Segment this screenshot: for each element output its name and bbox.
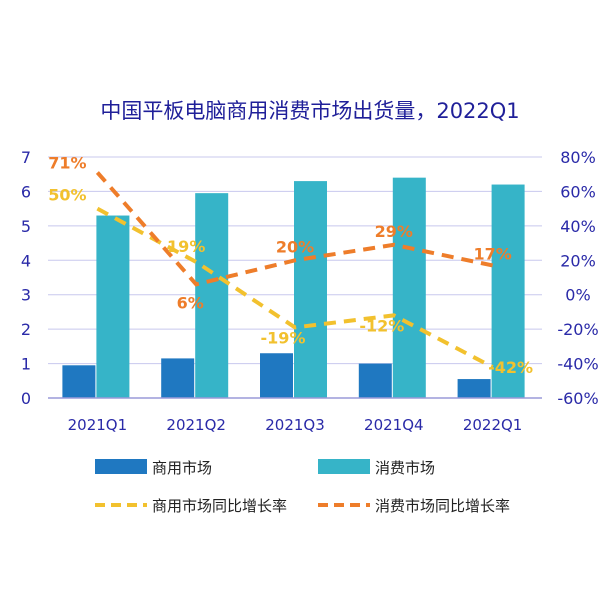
right-tick-label: 40%: [560, 217, 596, 236]
right-tick-label: -40%: [557, 355, 598, 374]
data-label: 71%: [48, 153, 86, 172]
bar-consumer: [392, 177, 426, 398]
legend-label: 商用市场: [152, 459, 212, 477]
bar-commercial: [161, 358, 195, 398]
category-label: 2021Q3: [265, 416, 325, 434]
legend-label: 消费市场同比增长率: [375, 497, 510, 515]
left-tick-label: 1: [21, 355, 31, 374]
right-tick-label: 0%: [565, 286, 590, 305]
category-label: 2021Q1: [68, 416, 128, 434]
data-label: 29%: [375, 222, 413, 241]
legend-label: 商用市场同比增长率: [152, 497, 287, 515]
bar-consumer: [195, 193, 229, 398]
lines: [95, 171, 494, 369]
data-label: -12%: [359, 316, 404, 335]
right-tick-label: 20%: [560, 251, 596, 270]
left-tick-label: 2: [21, 320, 31, 339]
left-tick-label: 7: [21, 148, 31, 167]
bar-commercial: [358, 363, 392, 398]
legend-swatch: [95, 459, 147, 474]
bar-consumer: [294, 181, 327, 398]
bar-consumer: [491, 184, 525, 398]
data-label: -42%: [488, 358, 533, 377]
line-series-commercial-growth: [96, 206, 494, 369]
data-label: -19%: [261, 328, 306, 347]
left-tick-label: 4: [21, 251, 31, 270]
right-tick-label: 80%: [560, 148, 596, 167]
left-tick-label: 0: [21, 389, 31, 408]
category-label: 2022Q1: [463, 416, 523, 434]
right-tick-label: -20%: [557, 320, 598, 339]
bar-commercial: [457, 379, 491, 398]
data-labels: 50% 19% -19% -12% -42% 71% 6% 20% 29% 17%: [48, 153, 533, 377]
category-label: 2021Q2: [166, 416, 226, 434]
data-label: 6%: [177, 293, 204, 312]
data-label: 19%: [167, 237, 205, 256]
right-tick-label: -60%: [557, 389, 598, 408]
chart-title: 中国平板电脑商用消费市场出货量，2022Q1: [100, 99, 519, 123]
data-label: 50%: [48, 186, 86, 205]
bar-commercial: [260, 353, 293, 398]
category-label: 2021Q4: [364, 416, 424, 434]
axes: 0 1 2 3 4 5 6 7 -60% -40% -20% 0% 20% 40% 60% 80% 2021Q1…: [21, 148, 599, 434]
left-tick-label: 6: [21, 182, 31, 201]
data-label: 20%: [276, 237, 314, 256]
legend-swatch: [318, 459, 370, 474]
left-tick-label: 3: [21, 286, 31, 305]
bars: [62, 177, 525, 398]
data-label: 17%: [473, 244, 511, 263]
legend-label: 消费市场: [375, 459, 435, 477]
right-tick-label: 60%: [560, 182, 596, 201]
bar-commercial: [62, 365, 96, 398]
bar-consumer: [96, 215, 130, 398]
line-series-consumer-growth: [95, 171, 494, 287]
left-tick-label: 5: [21, 217, 31, 236]
